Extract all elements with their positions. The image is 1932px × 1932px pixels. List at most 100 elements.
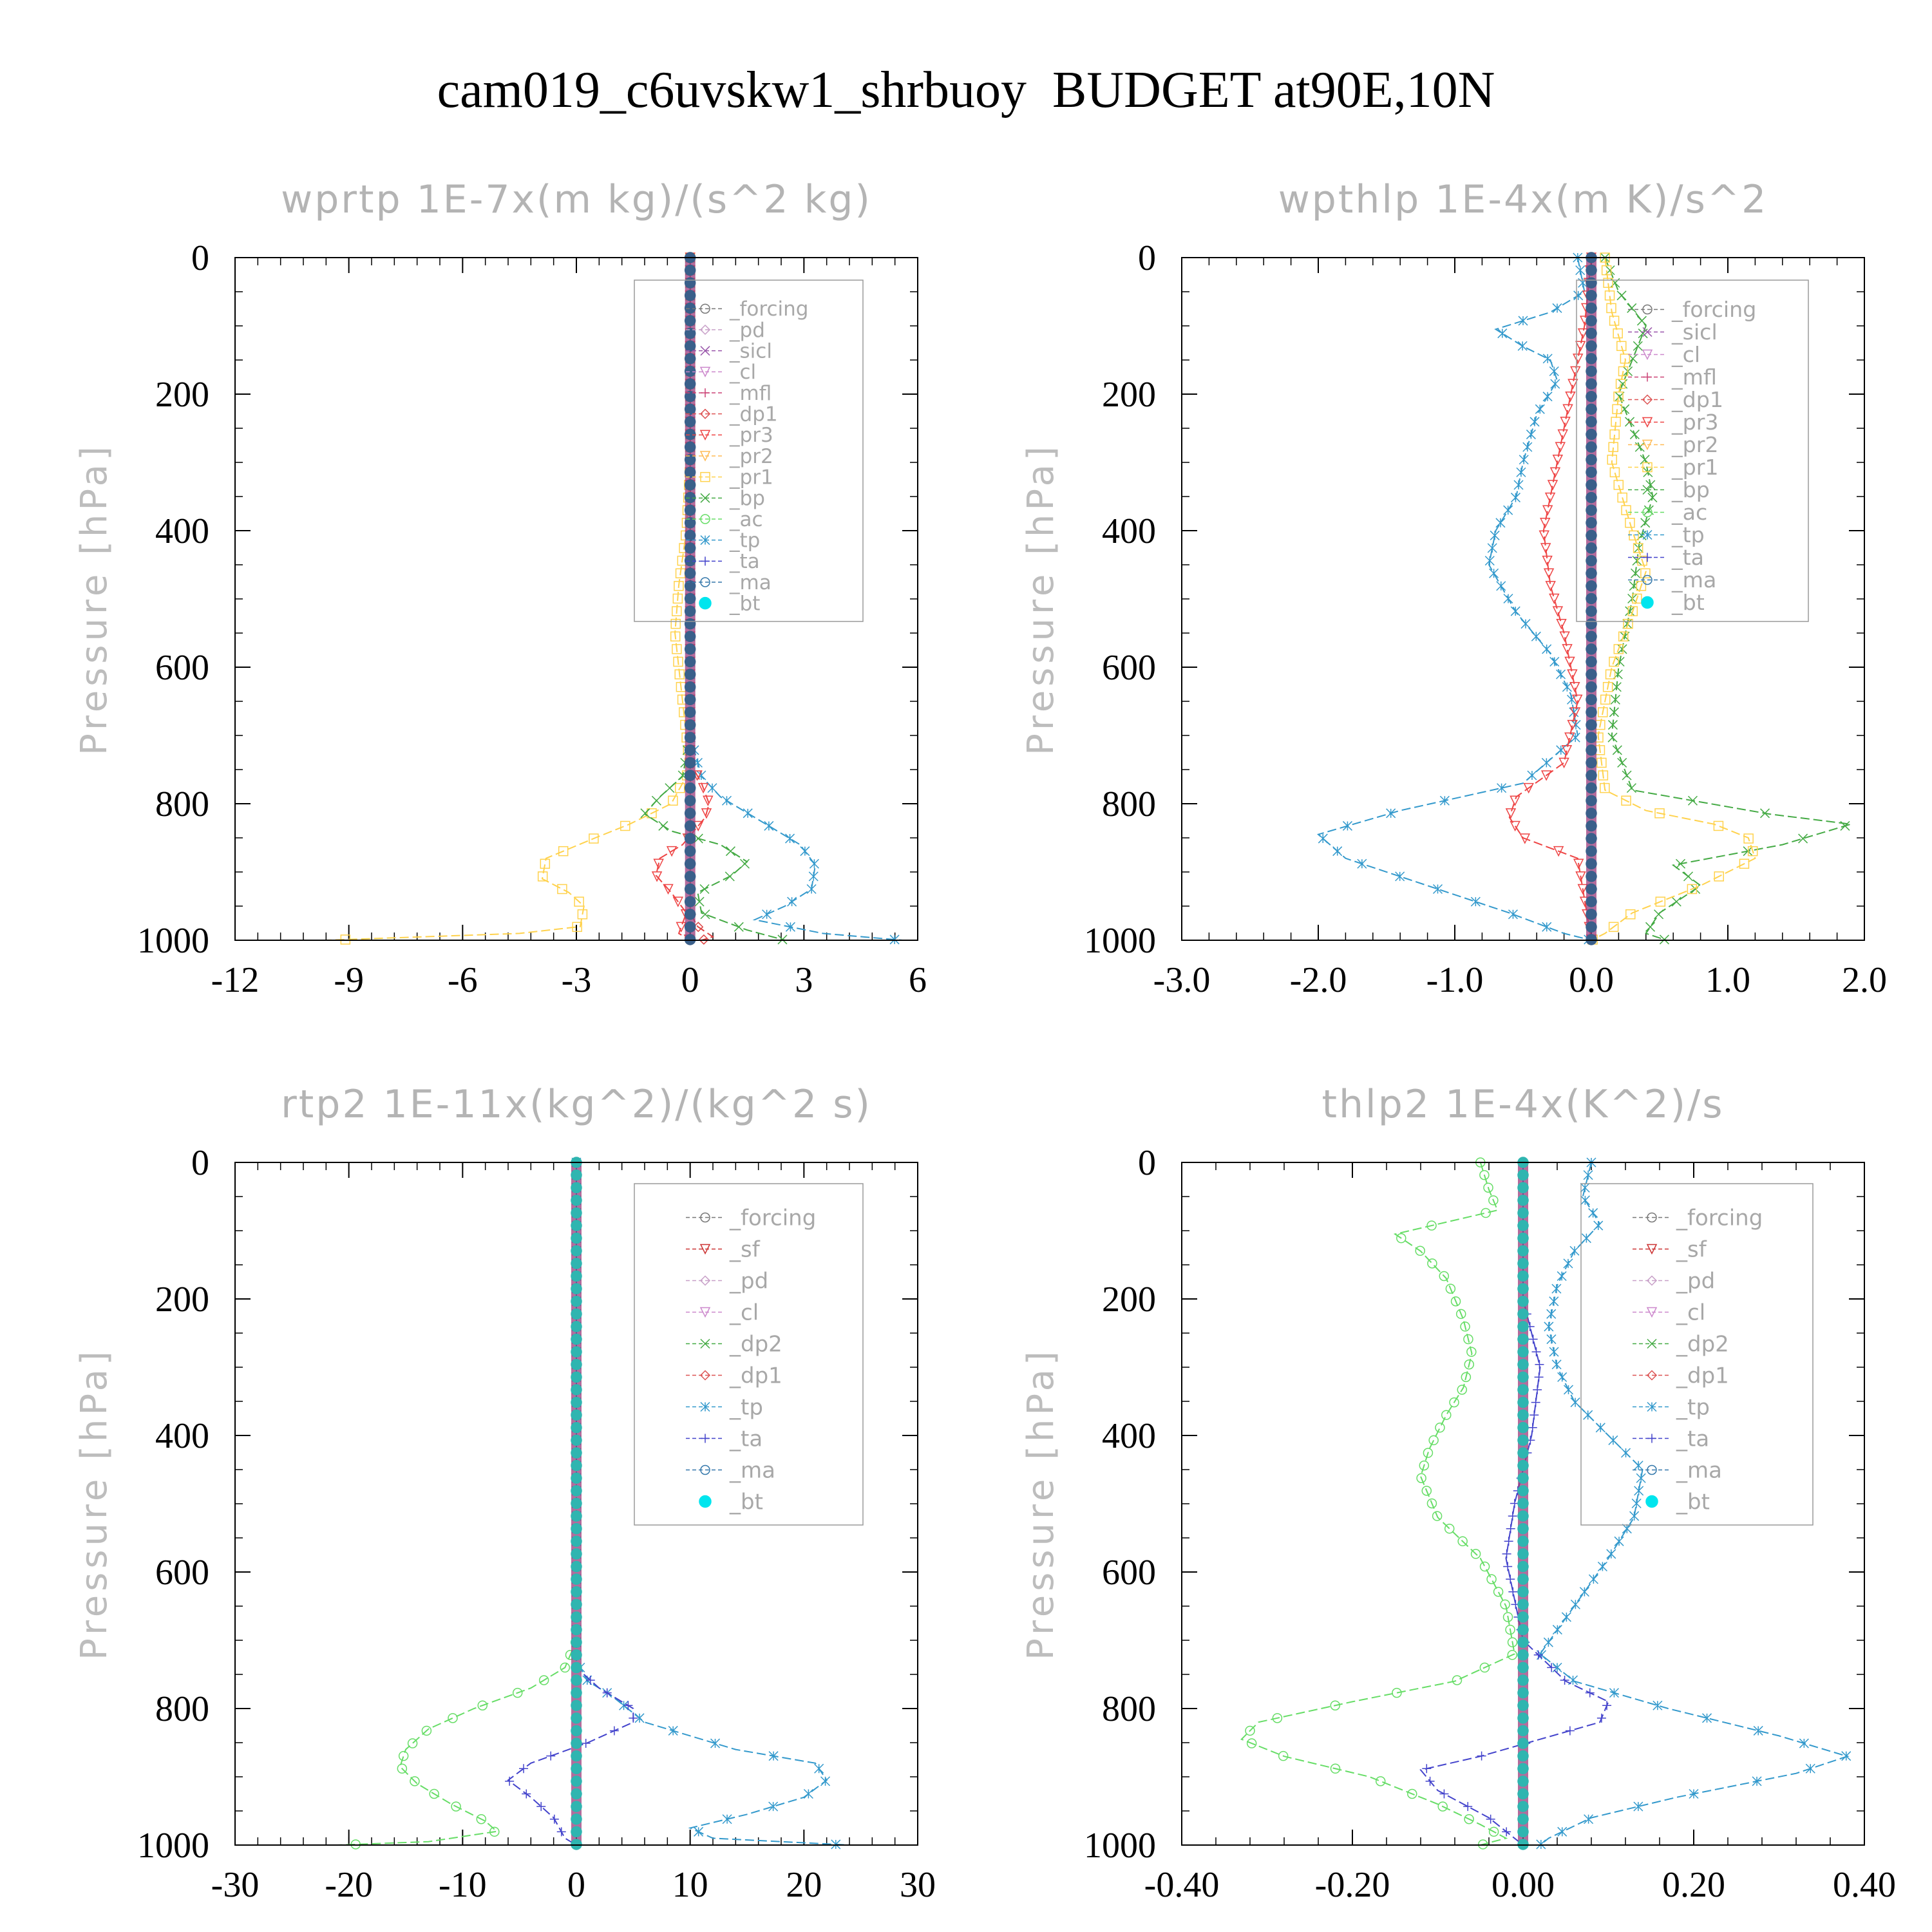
data-point bbox=[571, 1321, 582, 1332]
data-point bbox=[684, 428, 696, 440]
y-axis-label: Pressure [hPa] bbox=[73, 1347, 115, 1660]
data-point bbox=[1428, 1435, 1439, 1446]
data-point bbox=[1575, 871, 1586, 882]
y-tick-label: 200 bbox=[1102, 375, 1156, 415]
data-point bbox=[663, 884, 674, 895]
legend-label: _ma bbox=[1671, 567, 1716, 592]
data-point bbox=[1542, 922, 1552, 932]
data-point bbox=[1549, 1347, 1559, 1357]
data-point bbox=[724, 871, 735, 882]
x-tick-label: -6 bbox=[448, 960, 478, 1000]
data-point bbox=[1586, 668, 1597, 680]
data-point bbox=[1517, 1434, 1529, 1446]
series-tp bbox=[685, 252, 903, 945]
legend-marker bbox=[1642, 417, 1653, 428]
data-point bbox=[1595, 1423, 1605, 1433]
data-point bbox=[1523, 782, 1534, 794]
data-point bbox=[571, 1295, 582, 1307]
data-point bbox=[1518, 316, 1528, 326]
legend-label: _bt bbox=[1671, 590, 1705, 615]
data-point bbox=[1633, 1461, 1643, 1471]
data-point bbox=[1508, 1587, 1518, 1596]
data-point bbox=[1517, 1712, 1529, 1724]
data-point bbox=[1497, 328, 1508, 339]
data-point bbox=[684, 858, 696, 870]
data-point bbox=[1517, 1636, 1529, 1648]
legend-marker bbox=[1646, 1370, 1658, 1381]
data-point bbox=[684, 921, 696, 933]
y-axis-label: Pressure [hPa] bbox=[1020, 1347, 1062, 1660]
data-point bbox=[1557, 429, 1568, 440]
data-point bbox=[585, 1676, 595, 1685]
data-point bbox=[684, 719, 696, 731]
data-point bbox=[694, 1826, 704, 1837]
legend-marker bbox=[1647, 1338, 1657, 1349]
data-point bbox=[571, 1674, 582, 1686]
data-point bbox=[684, 517, 696, 529]
plot-frame bbox=[234, 1162, 918, 1846]
data-point bbox=[1671, 896, 1681, 907]
y-tick-label: 800 bbox=[1102, 784, 1156, 824]
data-point bbox=[571, 1270, 582, 1282]
data-point bbox=[1555, 442, 1566, 453]
data-point bbox=[1539, 530, 1549, 542]
data-point bbox=[1573, 290, 1584, 301]
data-point bbox=[1392, 1687, 1402, 1698]
y-tick-label: 400 bbox=[1102, 511, 1156, 551]
data-point bbox=[1517, 1788, 1529, 1800]
legend-marker bbox=[1642, 529, 1653, 540]
data-point bbox=[1581, 1233, 1591, 1244]
data-point bbox=[1517, 1586, 1529, 1598]
data-point bbox=[1563, 1385, 1574, 1395]
legend-label: _sf bbox=[729, 1236, 761, 1262]
data-point bbox=[1586, 883, 1597, 895]
legend-label: _dp1 bbox=[729, 403, 778, 426]
data-point bbox=[571, 1700, 582, 1711]
data-point bbox=[1634, 442, 1645, 452]
data-point bbox=[1609, 429, 1620, 440]
data-point bbox=[1659, 934, 1669, 945]
data-point bbox=[684, 757, 696, 769]
data-point bbox=[538, 1675, 549, 1685]
legend-label: _sf bbox=[1676, 1236, 1707, 1262]
data-point bbox=[1517, 1611, 1529, 1623]
data-point bbox=[537, 871, 548, 882]
legend-label: _pd bbox=[729, 1268, 768, 1294]
data-point bbox=[1426, 1220, 1437, 1231]
legend-label: _ma bbox=[729, 571, 772, 594]
data-point bbox=[675, 782, 685, 793]
data-point bbox=[1607, 455, 1617, 465]
data-point bbox=[703, 795, 714, 806]
data-point bbox=[1636, 1473, 1646, 1483]
data-point bbox=[1586, 428, 1597, 440]
data-point bbox=[1423, 1448, 1434, 1458]
y-tick-label: 1000 bbox=[1084, 921, 1156, 961]
data-point bbox=[1690, 884, 1701, 895]
data-point bbox=[1605, 669, 1616, 679]
data-point bbox=[1483, 1182, 1493, 1193]
data-point bbox=[1502, 1549, 1511, 1558]
data-point bbox=[1645, 480, 1656, 490]
data-point bbox=[684, 504, 696, 516]
data-point bbox=[1416, 1473, 1426, 1483]
legend-label: _pr1 bbox=[729, 466, 773, 489]
legend-marker bbox=[1647, 1434, 1656, 1443]
data-point bbox=[1586, 808, 1597, 819]
data-point bbox=[701, 808, 712, 819]
data-point bbox=[1617, 492, 1627, 503]
data-point bbox=[1609, 707, 1619, 717]
data-point bbox=[1530, 417, 1540, 427]
data-point bbox=[1602, 1701, 1612, 1710]
data-point bbox=[1553, 846, 1564, 857]
data-point bbox=[448, 1713, 458, 1723]
data-point bbox=[571, 1801, 582, 1812]
legend-label: _tp bbox=[1671, 522, 1705, 547]
data-point bbox=[1586, 782, 1597, 794]
data-point bbox=[1601, 265, 1612, 276]
data-point bbox=[710, 1738, 721, 1748]
data-point bbox=[1530, 1410, 1539, 1420]
data-point bbox=[1643, 467, 1653, 477]
data-point bbox=[571, 1207, 582, 1219]
legend-marker bbox=[699, 596, 712, 610]
data-point bbox=[1586, 491, 1597, 504]
